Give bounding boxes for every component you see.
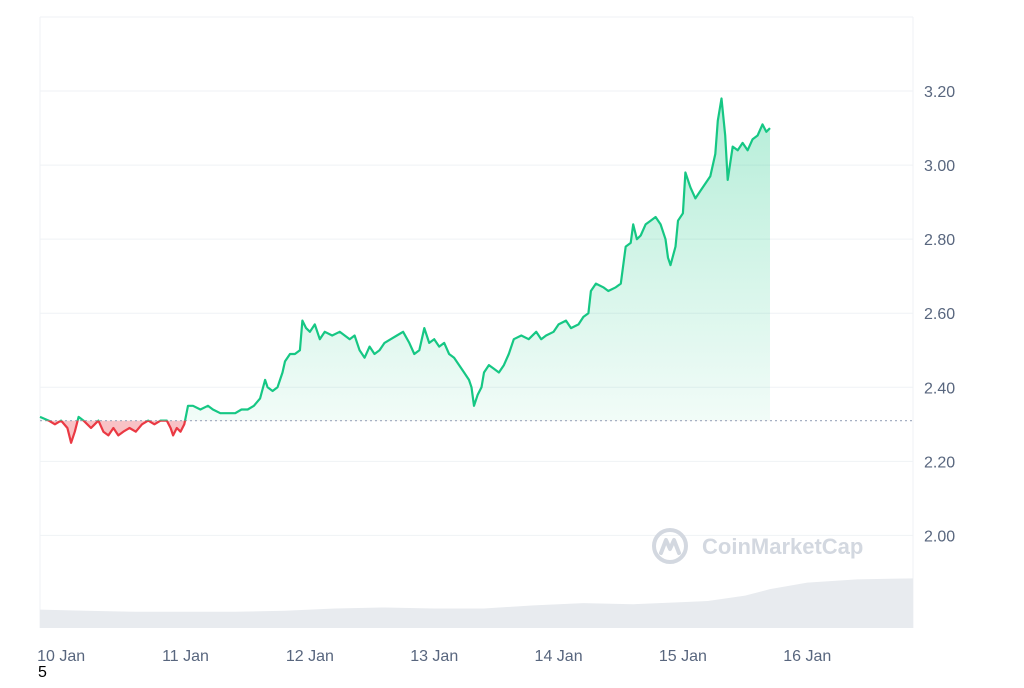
coinmarketcap-logo-icon: [652, 528, 688, 564]
line-layer: [39, 97, 771, 444]
x-tick-label: 16 Jan: [783, 648, 831, 665]
y-tick-label: 3.20: [924, 84, 955, 101]
x-tick-label: 11 Jan: [162, 648, 209, 665]
corner-label: 5: [38, 664, 47, 681]
y-tick-label: 2.00: [924, 528, 955, 545]
price-line-down: [45, 420, 187, 444]
x-tick-label: 14 Jan: [535, 648, 583, 665]
x-tick-label: 13 Jan: [410, 648, 458, 665]
y-tick-label: 3.00: [924, 158, 955, 175]
x-tick-label: 12 Jan: [286, 648, 334, 665]
watermark: CoinMarketCap: [652, 528, 863, 564]
y-tick-label: 2.40: [924, 380, 955, 397]
price-line-up: [39, 97, 771, 421]
area-layer: [40, 98, 913, 443]
y-tick-label: 2.80: [924, 232, 955, 249]
volume-area: [40, 578, 913, 628]
y-tick-label: 2.60: [924, 306, 955, 323]
grid-layer: [39, 16, 914, 628]
volume-layer: [40, 578, 913, 628]
x-tick-label: 10 Jan: [37, 648, 85, 665]
y-tick-label: 2.20: [924, 454, 955, 471]
watermark-text: CoinMarketCap: [702, 534, 863, 559]
area-fill-above-baseline: [40, 98, 770, 421]
axis-layer: 2.00 2.20 2.40 2.60 2.80 3.00 3.20 10 Jan 11 Jan…: [37, 84, 955, 665]
x-tick-label: 15 Jan: [659, 648, 707, 665]
